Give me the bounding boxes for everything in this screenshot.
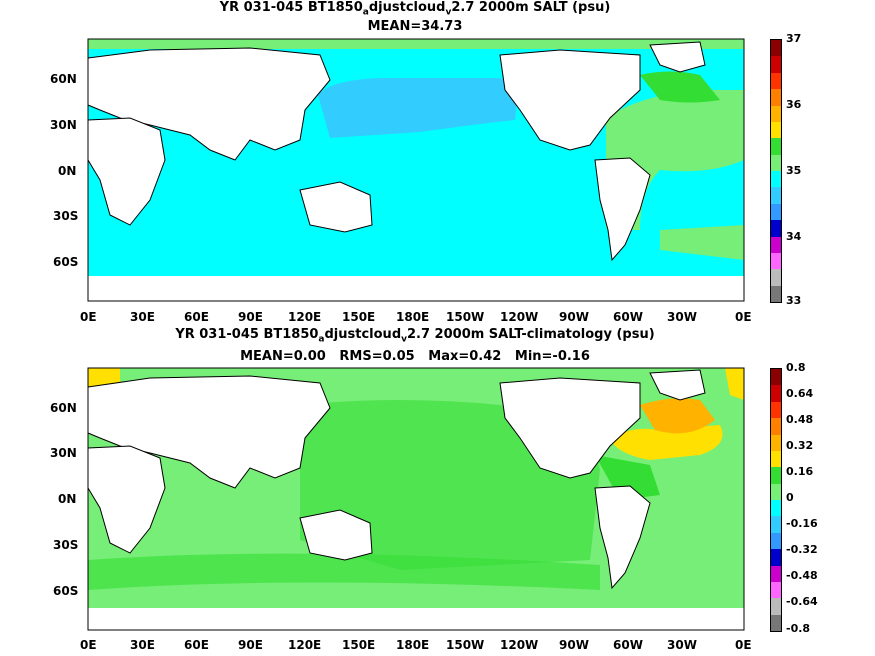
bottom-cbar-label-1: 0.64 <box>786 387 814 400</box>
top-colorbar-segment <box>771 269 781 286</box>
top-map-panel: 60N 30N 0N 30S 60S 0E 30E 60E 90E 120E 1… <box>50 32 802 324</box>
bottom-xtick-0: 0E <box>80 638 97 652</box>
bottom-colorbar-segment <box>771 565 781 582</box>
top-title: YR 031-045 BT1850adjustcloudv2.7 2000m S… <box>219 0 611 18</box>
bottom-colorbar-segment <box>771 385 781 402</box>
top-xtick-3: 90E <box>238 310 263 324</box>
top-ytick-0n: 0N <box>58 164 77 178</box>
top-colorbar-segment <box>771 220 781 237</box>
bottom-xtick-7: 150W <box>446 638 485 652</box>
bottom-colorbar-segment <box>771 614 781 631</box>
bottom-colorbar-segment <box>771 516 781 533</box>
bottom-continents <box>87 369 706 590</box>
bottom-xtick-4: 120E <box>288 638 322 652</box>
top-xtick-11: 30W <box>667 310 697 324</box>
bottom-cbar-label-5: 0 <box>786 491 794 504</box>
bottom-colorbar-segment <box>771 500 781 517</box>
bottom-xtick-11: 30W <box>667 638 697 652</box>
top-colorbar-segment <box>771 72 781 90</box>
top-xtick-4: 120E <box>288 310 322 324</box>
top-map-frame <box>87 38 745 302</box>
top-ytick-30n: 30N <box>50 118 77 132</box>
top-ytick-30s: 30S <box>53 209 79 223</box>
bottom-colorbar-segment <box>771 532 781 550</box>
top-colorbar-segment <box>771 56 781 73</box>
top-stats: MEAN=34.73 <box>367 19 463 34</box>
bottom-map-frame <box>87 367 745 631</box>
bottom-xtick-3: 90E <box>238 638 263 652</box>
top-map <box>87 38 745 302</box>
top-colorbar-segment <box>771 121 781 139</box>
top-colorbar-segment <box>771 40 781 57</box>
bottom-xtick-12: 0E <box>735 638 752 652</box>
bottom-xtick-10: 60W <box>613 638 643 652</box>
top-cbar-label-34: 34 <box>786 230 802 243</box>
top-colorbar <box>770 39 782 303</box>
bottom-xtick-2: 60E <box>184 638 209 652</box>
bottom-colorbar-segment <box>771 549 781 566</box>
top-xtick-8: 120W <box>500 310 539 324</box>
top-colorbar-segment <box>771 203 781 221</box>
top-xtick-5: 150E <box>342 310 376 324</box>
bottom-cbar-label-6: -0.16 <box>786 517 818 530</box>
top-colorbar-segment <box>771 138 781 155</box>
top-colorbar-segment <box>771 154 781 171</box>
bottom-colorbar-segment <box>771 581 781 599</box>
bottom-colorbar-segment <box>771 434 781 451</box>
bottom-colorbar-segment <box>771 401 781 419</box>
top-colorbar-segment <box>771 252 781 270</box>
bottom-xtick-6: 180E <box>396 638 430 652</box>
top-cbar-label-37: 37 <box>786 32 802 45</box>
top-cbar-label-33: 33 <box>786 294 802 307</box>
bottom-xtick-5: 150E <box>342 638 376 652</box>
bottom-colorbar-segment <box>771 467 781 484</box>
top-ytick-60n: 60N <box>50 72 77 86</box>
bottom-cbar-label-2: 0.48 <box>786 413 814 426</box>
bottom-stats: MEAN=0.00 RMS=0.05 Max=0.42 Min=-0.16 <box>240 349 590 364</box>
top-colorbar-segment <box>771 89 781 106</box>
top-continents <box>87 41 744 301</box>
top-npac-fresh <box>318 78 516 138</box>
top-colorbar-segment <box>771 171 781 188</box>
bottom-cbar-label-10: -0.8 <box>786 622 811 635</box>
bottom-cbar-label-8: -0.48 <box>786 569 818 582</box>
bottom-cbar-label-4: 0.16 <box>786 465 814 478</box>
bottom-colorbar-segment <box>771 483 781 500</box>
top-xtick-10: 60W <box>613 310 643 324</box>
bottom-colorbar-segment <box>771 598 781 615</box>
top-xtick-9: 90W <box>559 310 589 324</box>
top-xtick-1: 30E <box>130 310 155 324</box>
top-cbar-label-35: 35 <box>786 164 802 177</box>
top-colorbar-segment <box>771 236 781 253</box>
bottom-natl-anomaly <box>610 425 723 460</box>
top-xtick-12: 0E <box>735 310 752 324</box>
top-ytick-60s: 60S <box>53 255 79 269</box>
bottom-xtick-1: 30E <box>130 638 155 652</box>
top-xtick-0: 0E <box>80 310 97 324</box>
bottom-ocean-base <box>88 368 744 630</box>
top-colorbar-segment <box>771 285 781 302</box>
bottom-ytick-60n: 60N <box>50 401 77 415</box>
bottom-ytick-30n: 30N <box>50 446 77 460</box>
top-xtick-2: 60E <box>184 310 209 324</box>
bottom-colorbar-segment <box>771 369 781 386</box>
bottom-xtick-9: 90W <box>559 638 589 652</box>
top-xtick-7: 150W <box>446 310 485 324</box>
bottom-colorbar <box>770 368 782 632</box>
bottom-ytick-60s: 60S <box>53 584 79 598</box>
bottom-ytick-0n: 0N <box>58 492 77 506</box>
bottom-cbar-label-9: -0.64 <box>786 595 818 608</box>
top-xtick-6: 180E <box>396 310 430 324</box>
bottom-xtick-8: 120W <box>500 638 539 652</box>
bottom-cbar-label-7: -0.32 <box>786 543 818 556</box>
top-colorbar-segment <box>771 187 781 204</box>
top-cbar-label-36: 36 <box>786 98 802 111</box>
bottom-title: YR 031-045 BT1850adjustcloudv2.7 2000m S… <box>175 327 655 345</box>
bottom-cbar-label-3: 0.32 <box>786 439 814 452</box>
bottom-ytick-30s: 30S <box>53 538 79 552</box>
bottom-colorbar-segment <box>771 450 781 468</box>
top-colorbar-segment <box>771 105 781 122</box>
bottom-colorbar-segment <box>771 418 781 435</box>
